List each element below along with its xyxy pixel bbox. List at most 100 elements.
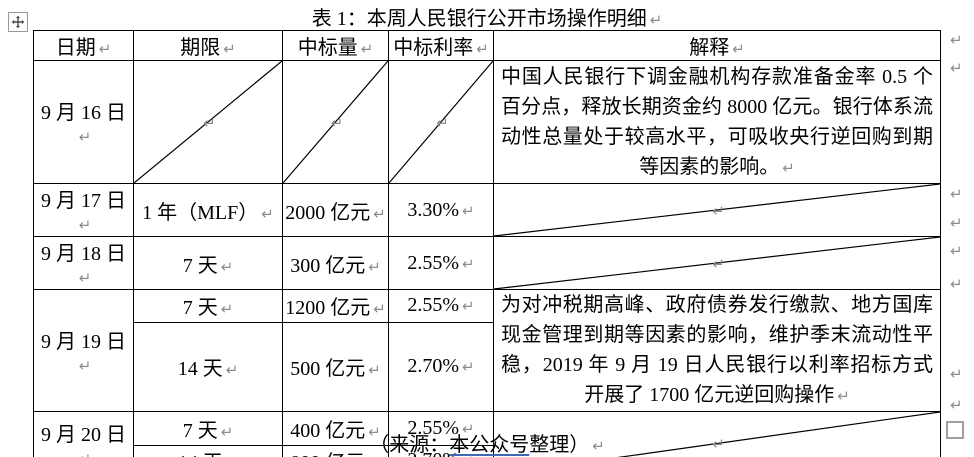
paragraph-mark: ↵ (837, 387, 850, 405)
paragraph-mark: ↵ (368, 455, 381, 457)
source-suffix: 整理） (529, 434, 590, 456)
paragraph-mark: ↵ (203, 113, 216, 132)
cell-amount-17: 2000 亿元 ↵ (282, 183, 389, 237)
cell-date-16: 9 月 16 日↵ (33, 60, 134, 184)
diagonal-line (134, 61, 282, 183)
cell-amount-19b: 500 亿元 ↵ (282, 321, 389, 413)
cell-term-19a: 7 天 ↵ (133, 289, 283, 323)
table-row: 9 月 20 日↵ 7 天↵ 400 亿元↵ 2.55%↵ ↵ (33, 411, 941, 457)
table-title-text: 表 1：本周人民银行公开市场操作明细 (311, 8, 647, 30)
end-of-row-mark: ↵ (950, 275, 963, 293)
cell-date-19: 9 月 19 日↵ (33, 289, 134, 412)
paragraph-mark: ↵ (220, 257, 234, 276)
table-resize-handle[interactable] (946, 421, 964, 439)
paragraph-mark: ↵ (462, 358, 475, 377)
paragraph-mark: ↵ (220, 300, 234, 319)
paragraph-mark: ↵ (436, 113, 449, 132)
cell-rate-19b: 2.70% ↵ (388, 321, 494, 413)
paragraph-mark: ↵ (223, 40, 236, 58)
end-of-row-mark: ↵ (950, 365, 963, 383)
cell-rate-16-blank: ↵ (388, 60, 494, 184)
cell-term-16-blank: ↵ (133, 60, 283, 184)
paragraph-mark: ↵ (98, 40, 112, 58)
cell-rate-17: 3.30% ↵ (388, 183, 494, 237)
table-row: 14 天 ↵ 500 亿元 ↵ 2.70% ↵ (34, 321, 941, 413)
header-date: 日期 ↵ (33, 30, 134, 61)
paragraph-mark: ↵ (462, 420, 475, 438)
cell-date-17: 9 月 17 日↵ (33, 183, 134, 237)
paragraph-mark: ↵ (368, 361, 381, 380)
diagonal-line (283, 61, 388, 183)
source-link[interactable]: 本公众号 (449, 434, 530, 456)
paragraph-mark: ↵ (79, 450, 92, 457)
end-of-row-mark: ↵ (950, 59, 963, 77)
paragraph-mark: ↵ (782, 158, 795, 177)
paragraph-mark: ↵ (592, 437, 605, 455)
paragraph-mark: ↵ (78, 216, 92, 234)
table-row: 9 月 17 日↵ 1 年（MLF） ↵ 2000 亿元 ↵ 3.30% ↵ ↵ (33, 183, 941, 237)
paragraph-mark: ↵ (330, 113, 344, 132)
paragraph-mark: ↵ (462, 452, 475, 457)
source-line: （来源：本公众号整理） ↵ (0, 428, 974, 457)
paragraph-mark: ↵ (226, 455, 239, 457)
paragraph-mark: ↵ (462, 201, 475, 220)
paragraph-mark: ↵ (649, 11, 663, 29)
cell-explanation-20-blank: ↵ (493, 411, 941, 457)
cell-explanation-17-blank: ↵ (493, 183, 941, 237)
cell-term-19b: 14 天 ↵ (133, 321, 283, 413)
cell-amount-19a: 1200 亿元 ↵ (282, 289, 389, 323)
table-row: 14 天↵ 800 亿元↵ 2.70%↵ (34, 445, 941, 457)
cell-date-20: 9 月 20 日↵ (33, 411, 134, 457)
diagonal-line (494, 237, 940, 289)
cell-explanation-19: 为对冲税期高峰、政府债券发行缴款、地方国库现金管理到期等因素的影响，维护季末流动… (493, 289, 941, 412)
end-of-row-mark: ↵ (950, 31, 963, 49)
paragraph-mark: ↵ (462, 297, 475, 316)
paragraph-mark: ↵ (712, 201, 725, 220)
paragraph-mark: ↵ (225, 361, 239, 380)
paragraph-mark: ↵ (360, 40, 374, 58)
paragraph-mark: ↵ (368, 257, 381, 276)
cell-date-18: 9 月 18 日↵ (33, 236, 134, 290)
end-of-row-mark: ↵ (950, 242, 963, 260)
cell-rate-19a: 2.55% ↵ (388, 289, 494, 323)
paragraph-mark: ↵ (712, 435, 725, 453)
paragraph-mark: ↵ (78, 356, 92, 375)
paragraph-mark: ↵ (712, 254, 725, 273)
table-move-handle[interactable] (8, 12, 28, 32)
paragraph-mark: ↵ (78, 128, 92, 146)
table-title: 表 1：本周人民银行公开市场操作明细 ↵ (0, 2, 974, 31)
end-of-row-mark: ↵ (950, 185, 963, 203)
operations-table: 日期 ↵ 期限 ↵ 中标量 ↵ 中标利率 ↵ 解释 ↵ 9 月 16 日↵ ↵ ↵ (33, 30, 941, 457)
cell-amount-16-blank: ↵ (282, 60, 389, 184)
diagonal-line (494, 184, 940, 236)
cell-rate-18: 2.55% ↵ (388, 236, 494, 290)
source-prefix: （来源： (369, 434, 450, 456)
end-of-row-mark: ↵ (950, 396, 963, 414)
paragraph-mark: ↵ (78, 269, 92, 287)
table-row: 9 月 18 日↵ 7 天 ↵ 300 亿元 ↵ 2.55% ↵ ↵ (33, 236, 941, 290)
end-of-row-mark: ↵ (950, 214, 963, 232)
paragraph-mark: ↵ (261, 204, 274, 223)
table-row: 9 月 16 日↵ ↵ ↵ ↵ 中国人民银行下调金融机构存款准备金率 0.5 个… (33, 60, 941, 184)
paragraph-mark: ↵ (476, 40, 489, 58)
header-explanation: 解释 ↵ (493, 30, 941, 61)
cell-rate-20a: 2.55% ↵ (388, 411, 494, 446)
paragraph-mark: ↵ (373, 300, 386, 319)
header-rate: 中标利率 ↵ (388, 30, 494, 61)
table-row: 9 月 19 日↵ 7 天 ↵ 1200 亿元 ↵ 2.55% ↵ 为对冲税期高峰、政… (33, 289, 941, 412)
cell-explanation-18-blank: ↵ (493, 236, 941, 290)
cell-amount-18: 300 亿元 ↵ (282, 236, 389, 290)
paragraph-mark: ↵ (732, 40, 745, 58)
table-row: 日期 ↵ 期限 ↵ 中标量 ↵ 中标利率 ↵ 解释 ↵ (33, 30, 941, 61)
move-arrows-icon (11, 15, 25, 29)
header-amount: 中标量 ↵ (282, 30, 389, 61)
cell-amount-20b: 800 亿元↵ (282, 445, 389, 457)
paragraph-mark: ↵ (462, 254, 475, 273)
header-term: 期限 ↵ (133, 30, 283, 61)
paragraph-mark: ↵ (368, 423, 381, 441)
diagonal-line (494, 412, 940, 457)
cell-term-17: 1 年（MLF） ↵ (133, 183, 283, 237)
cell-explanation-16: 中国人民银行下调金融机构存款准备金率 0.5 个百分点，释放长期资金约 8000… (493, 60, 941, 184)
paragraph-mark: ↵ (220, 423, 234, 441)
